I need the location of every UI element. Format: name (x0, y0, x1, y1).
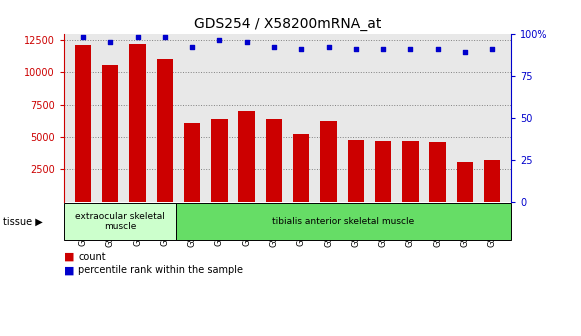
Point (78, 34, 88, 40)
Bar (157, 59, 173, 202)
Bar (375, 141, 391, 202)
Point (324, 44, 333, 50)
Bar (320, 122, 337, 202)
Point (406, 46, 415, 51)
Bar (429, 142, 446, 202)
Text: percentile rank within the sample: percentile rank within the sample (78, 265, 243, 276)
Bar (130, 44, 146, 202)
Point (133, 34, 142, 40)
Bar (184, 123, 200, 202)
Bar (293, 134, 310, 202)
Point (460, 49, 469, 55)
Text: ■: ■ (64, 252, 74, 262)
Point (106, 39, 115, 45)
Point (160, 34, 170, 40)
Text: extraocular skeletal
muscle: extraocular skeletal muscle (75, 212, 165, 232)
Point (188, 44, 197, 50)
Point (242, 39, 252, 45)
Point (296, 46, 306, 51)
Bar (238, 111, 255, 202)
Bar (484, 160, 500, 202)
Bar (266, 119, 282, 202)
Bar (457, 162, 473, 202)
Point (215, 38, 224, 43)
Bar (347, 139, 364, 202)
Text: count: count (78, 252, 106, 262)
Point (351, 46, 360, 51)
Point (378, 46, 388, 51)
Bar (102, 65, 119, 202)
Point (270, 44, 279, 50)
Bar (75, 45, 91, 202)
Bar (402, 141, 418, 202)
Bar (211, 119, 228, 202)
Text: ■: ■ (64, 265, 74, 276)
Title: GDS254 / X58200mRNA_at: GDS254 / X58200mRNA_at (194, 17, 381, 31)
Text: tibialis anterior skeletal muscle: tibialis anterior skeletal muscle (272, 217, 415, 226)
Point (487, 46, 497, 51)
Point (433, 46, 442, 51)
Text: tissue ▶: tissue ▶ (3, 217, 42, 227)
